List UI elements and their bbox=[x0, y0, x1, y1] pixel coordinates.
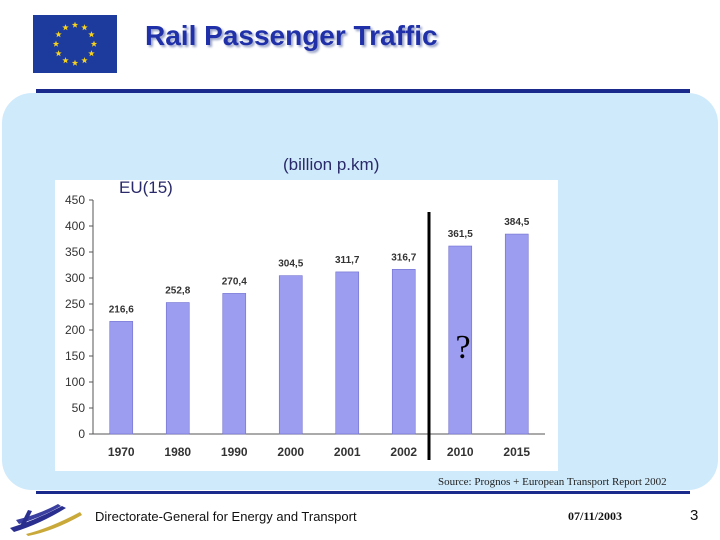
flag-star-icon bbox=[62, 57, 69, 64]
y-tick-label: 450 bbox=[65, 193, 85, 207]
footer-organization: Directorate-General for Energy and Trans… bbox=[95, 509, 357, 524]
eu-stars-icon bbox=[52, 21, 98, 66]
x-tick-label-2001: 2001 bbox=[334, 445, 361, 459]
bar-1980 bbox=[165, 302, 190, 435]
x-tick-label-2010: 2010 bbox=[447, 445, 474, 459]
eu-flag-logo bbox=[33, 15, 117, 73]
flag-star-icon bbox=[71, 59, 79, 66]
y-tick-label: 50 bbox=[72, 401, 86, 415]
y-tick-label: 150 bbox=[65, 349, 85, 363]
flag-star-icon bbox=[90, 40, 98, 47]
chart-area bbox=[55, 180, 558, 471]
y-tick-label: 350 bbox=[65, 245, 85, 259]
y-tick-label: 400 bbox=[65, 219, 85, 233]
data-label-2001: 311,7 bbox=[335, 255, 360, 266]
x-tick-label-2002: 2002 bbox=[390, 445, 417, 459]
flag-star-icon bbox=[88, 31, 95, 38]
data-label-2015: 384,5 bbox=[504, 217, 529, 228]
data-label-1970: 216,6 bbox=[109, 304, 134, 315]
uncertainty-annotation: ? bbox=[456, 329, 471, 366]
data-label-2000: 304,5 bbox=[278, 259, 303, 270]
x-tick-label-2015: 2015 bbox=[503, 445, 530, 459]
x-tick-label-1980: 1980 bbox=[164, 445, 191, 459]
flag-star-icon bbox=[55, 31, 62, 38]
slide-title: Rail Passenger Traffic bbox=[145, 20, 438, 51]
x-tick-label-1970: 1970 bbox=[108, 445, 135, 459]
dg-energy-transport-logo-icon bbox=[10, 504, 82, 536]
data-label-1990: 270,4 bbox=[222, 276, 247, 287]
flag-star-icon bbox=[88, 50, 95, 57]
y-tick-label: 100 bbox=[65, 375, 85, 389]
data-label-2002: 316,7 bbox=[391, 252, 416, 263]
flag-star-icon bbox=[81, 57, 88, 64]
data-label-1980: 252,8 bbox=[165, 286, 190, 297]
footer-divider bbox=[36, 491, 690, 494]
flag-star-icon bbox=[81, 24, 88, 31]
bar-2015 bbox=[504, 233, 529, 435]
y-tick-label: 0 bbox=[78, 427, 85, 441]
page-number: 3 bbox=[690, 507, 699, 524]
y-tick-label: 300 bbox=[65, 271, 85, 285]
chart-unit-label: (billion p.km) bbox=[283, 155, 380, 174]
footer-date: 07/11/2003 bbox=[568, 509, 623, 523]
bar-2000 bbox=[278, 275, 303, 435]
y-tick-label: 200 bbox=[65, 323, 85, 337]
flag-star-icon bbox=[62, 24, 69, 31]
x-tick-label-2000: 2000 bbox=[277, 445, 304, 459]
title-divider bbox=[36, 89, 690, 93]
bar-1990 bbox=[222, 293, 247, 435]
chart-series-label: EU(15) bbox=[119, 178, 173, 197]
bar-chart: 0 50 100 150 200 250 300 350 400 450 216,6 1970 252,… bbox=[65, 193, 545, 460]
flag-star-icon bbox=[52, 40, 60, 47]
bar-2001 bbox=[335, 271, 360, 435]
data-label-2010: 361,5 bbox=[448, 229, 473, 240]
source-note: Source: Prognos + European Transport Rep… bbox=[438, 476, 667, 488]
bar-2002 bbox=[391, 269, 416, 435]
flag-star-icon bbox=[71, 21, 79, 28]
x-tick-label-1990: 1990 bbox=[221, 445, 248, 459]
bar-1970 bbox=[109, 321, 134, 435]
y-tick-label: 250 bbox=[65, 297, 85, 311]
flag-star-icon bbox=[55, 50, 62, 57]
bar-2010 bbox=[448, 245, 473, 435]
